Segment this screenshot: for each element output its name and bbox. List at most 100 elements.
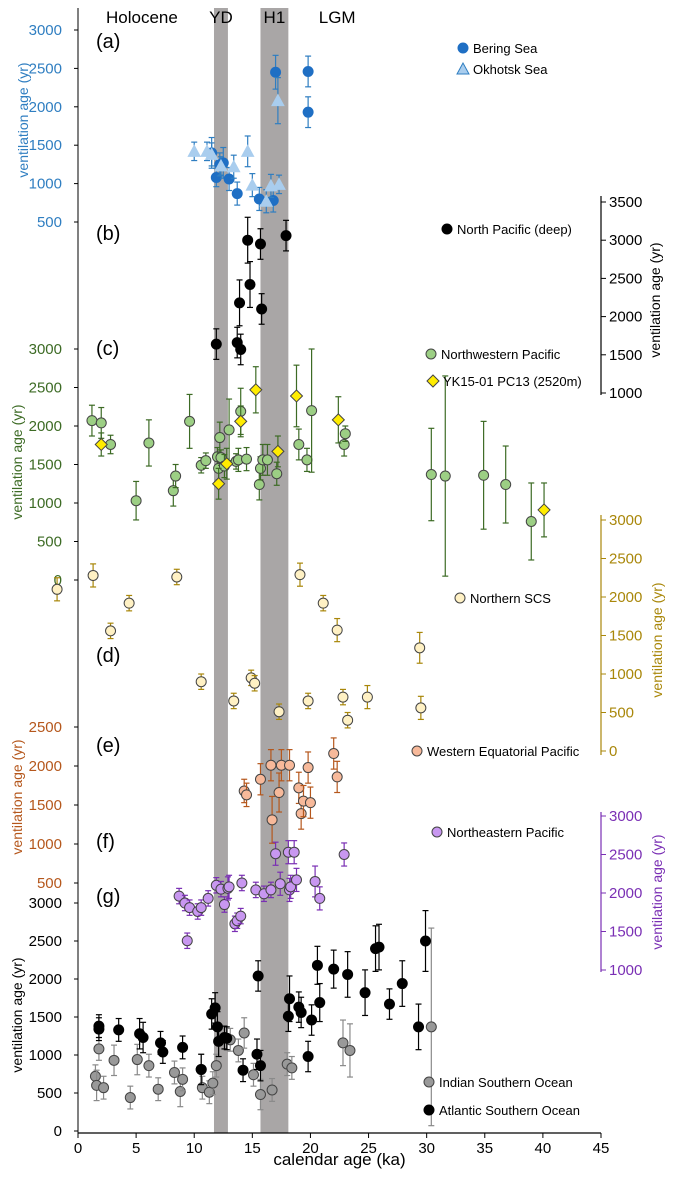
data-point [202, 892, 214, 904]
data-point [241, 453, 253, 465]
data-point [226, 159, 241, 173]
panel-c-y-axis-title: ventilation age (yr) [9, 404, 25, 519]
panel-b: 1000 1500 2000 2500 3000 3500 ventilation age … [96, 194, 663, 402]
data-point [415, 702, 427, 714]
data-point [425, 469, 437, 481]
panel-f-y-axis-title: ventilation age (yr) [649, 834, 665, 949]
y-tick-label: 3000 [609, 232, 642, 249]
data-point [420, 935, 432, 947]
data-point [236, 877, 248, 889]
panel-c-letter: (c) [96, 338, 119, 360]
data-point [210, 1060, 222, 1072]
legend-label: Northern SCS [470, 591, 551, 606]
data-point [537, 503, 551, 517]
data-point [223, 881, 235, 893]
data-point [155, 1037, 167, 1049]
y-tick-label: 1000 [29, 1047, 62, 1064]
data-point [177, 1041, 189, 1053]
data-point [304, 797, 316, 809]
data-point [342, 714, 354, 726]
shaded-interval-h1 [260, 8, 289, 1133]
y-tick-label: 2500 [29, 719, 62, 736]
y-tick-label: 1500 [609, 924, 642, 941]
data-point [244, 279, 256, 291]
legend-label: North Pacific (deep) [457, 222, 572, 237]
series-northeastern-pacific [173, 840, 350, 950]
y-tick-label: 2000 [29, 971, 62, 988]
data-point [209, 1002, 221, 1014]
panel-g-letter: (g) [96, 886, 120, 908]
series-yk15-01-pc13-2520m- [94, 364, 551, 538]
y-tick-label: 2500 [609, 270, 642, 287]
data-point [273, 706, 285, 718]
panel-a-y-axis-title: ventilation age (yr) [15, 62, 31, 177]
panel-g-y-axis-title: ventilation age (yr) [9, 957, 25, 1072]
legend-marker [411, 745, 423, 757]
x-tick-label: 25 [360, 1140, 377, 1157]
legend-marker [457, 42, 469, 54]
data-point [359, 987, 371, 999]
data-point [328, 963, 340, 975]
data-point [124, 1092, 136, 1104]
data-point [525, 515, 537, 527]
y-tick-label: 500 [37, 875, 62, 892]
period-label-yd: YD [209, 8, 233, 27]
data-point [302, 762, 314, 774]
data-point [187, 144, 202, 157]
data-point [344, 1044, 356, 1056]
data-point [265, 884, 277, 896]
data-point [228, 695, 240, 707]
legend-label: Northeastern Pacific [447, 825, 565, 840]
x-tick-label: 10 [186, 1140, 203, 1157]
panel-b-y-axis-title: ventilation age (yr) [647, 242, 663, 357]
period-label-lgm: LGM [319, 8, 356, 27]
legend-label: Atlantic Southern Ocean [439, 1103, 580, 1118]
data-point [89, 1070, 101, 1082]
y-tick-label: 0 [54, 572, 62, 589]
data-point [302, 65, 314, 77]
data-point [108, 1054, 120, 1066]
data-point [271, 468, 283, 480]
panel-a-letter: (a) [96, 31, 120, 53]
data-point [232, 1044, 244, 1056]
data-point [337, 691, 349, 703]
y-tick-label: 0 [609, 743, 617, 760]
series-northwestern-pacific [86, 348, 537, 577]
data-point [234, 414, 248, 429]
data-point [242, 234, 254, 246]
data-point [252, 970, 264, 982]
data-point [414, 642, 426, 654]
data-point [301, 454, 313, 466]
data-point [93, 1023, 105, 1035]
series-atlantic-southern-ocean [93, 909, 432, 1086]
y-tick-label: 1000 [609, 962, 642, 979]
data-point [259, 194, 274, 207]
data-point [331, 413, 346, 427]
data-point [413, 1021, 425, 1033]
data-point [214, 432, 226, 444]
y-tick-label: 2000 [29, 99, 62, 116]
data-point [235, 910, 247, 922]
data-point [204, 147, 219, 160]
data-point [294, 569, 306, 581]
data-point [339, 428, 351, 440]
y-tick-label: 1000 [609, 666, 642, 683]
data-point [314, 892, 326, 904]
legend-marker [426, 374, 440, 388]
data-point [218, 899, 230, 911]
data-point [373, 941, 385, 953]
panel-f: 1000 1500 2000 2500 3000 ventilation age (yr)… [96, 808, 665, 979]
data-point [290, 874, 302, 886]
y-tick-label: 1500 [609, 628, 642, 645]
legend-label: Northwestern Pacific [441, 347, 561, 362]
y-tick-label: 2000 [609, 309, 642, 326]
data-point [221, 1032, 233, 1044]
data-point [302, 106, 314, 118]
y-tick-label: 1000 [29, 495, 62, 512]
data-point [210, 338, 222, 350]
panel-a: 500 1000 1500 2000 2500 3000 ventilation age (… [15, 22, 314, 231]
data-point [173, 890, 185, 902]
data-point [177, 1073, 189, 1085]
y-tick-label: 2000 [29, 418, 62, 435]
y-tick-label: 3000 [29, 341, 62, 358]
